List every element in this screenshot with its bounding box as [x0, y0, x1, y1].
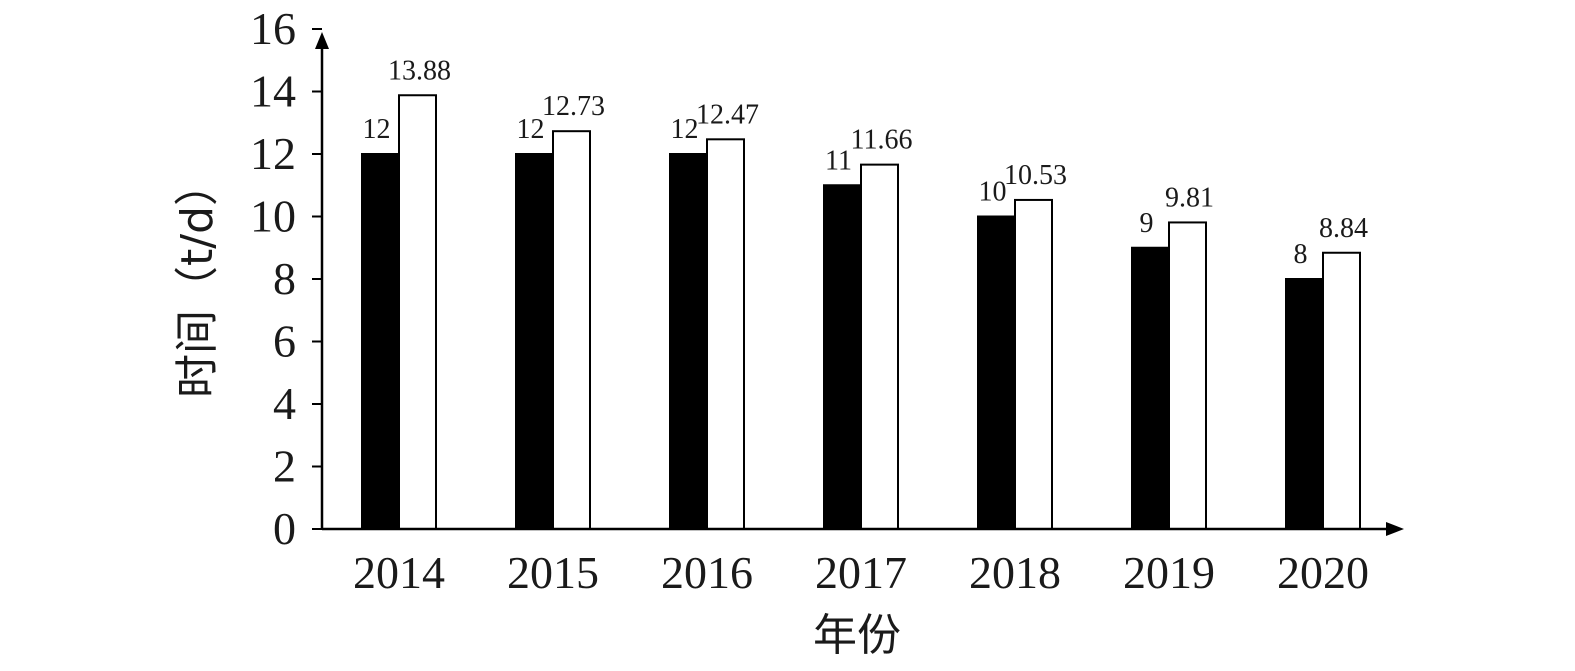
- y-tick-label-8: 8: [273, 253, 296, 304]
- data-label-2018-s2: 10.53: [1004, 160, 1067, 191]
- data-label-2020-s1: 8: [1294, 239, 1308, 270]
- x-tick-label-2014: 2014: [353, 547, 445, 598]
- y-tick-label-14: 14: [250, 66, 296, 117]
- bar-2018-s1: [977, 215, 1016, 530]
- bar-2016-s1: [669, 153, 708, 530]
- bar-2015-s2: [552, 130, 591, 530]
- data-label-2018-s1: 10: [979, 177, 1007, 208]
- y-axis-arrow: [315, 32, 329, 49]
- x-axis-title: 年份: [813, 610, 901, 661]
- bar-2017-s2: [860, 163, 899, 530]
- x-tick-label-2018: 2018: [969, 547, 1061, 598]
- data-label-2017-s1: 11: [825, 145, 852, 176]
- bar-2017-s1: [823, 184, 862, 530]
- x-tick-label-2019: 2019: [1123, 547, 1215, 598]
- data-label-2015-s1: 12: [517, 114, 545, 145]
- y-tick-label-10: 10: [250, 191, 296, 242]
- data-label-2019-s1: 9: [1140, 208, 1154, 239]
- y-tick-label-2: 2: [273, 441, 296, 492]
- bar-2014-s1: [361, 153, 400, 530]
- x-axis-arrow: [1386, 522, 1404, 536]
- data-labels-layer: 1213.881212.731212.471111.661010.5399.81…: [363, 55, 1369, 270]
- x-tick-label-2016: 2016: [661, 547, 753, 598]
- y-tick-label-16: 16: [250, 3, 296, 54]
- data-label-2016-s2: 12.47: [696, 99, 759, 130]
- y-tick-label-6: 6: [273, 316, 296, 367]
- bar-2018-s2: [1014, 198, 1053, 530]
- x-tick-label-2015: 2015: [507, 547, 599, 598]
- bar-2020-s2: [1322, 251, 1361, 530]
- bar-2016-s2: [706, 138, 745, 530]
- data-label-2014-s1: 12: [363, 114, 391, 145]
- data-label-2016-s1: 12: [671, 114, 699, 145]
- bar-2019-s1: [1131, 246, 1170, 530]
- y-tick-label-0: 0: [273, 503, 296, 554]
- x-tick-label-2017: 2017: [815, 547, 907, 598]
- y-tick-label-4: 4: [273, 378, 296, 429]
- data-label-2014-s2: 13.88: [388, 55, 451, 86]
- y-tick-label-12: 12: [250, 128, 296, 179]
- bar-2020-s1: [1285, 278, 1324, 530]
- x-tick-label-2020: 2020: [1277, 547, 1369, 598]
- data-label-2015-s2: 12.73: [542, 91, 605, 122]
- ticks-layer: 2014 2015 2016 2017 2018 2019 2020 0 2 4 6 8 10 12 14 1…: [250, 3, 1369, 598]
- bar-2019-s2: [1168, 221, 1207, 530]
- data-label-2019-s2: 9.81: [1165, 182, 1214, 213]
- bars-layer: [361, 94, 1361, 530]
- y-axis-title: 时间（t/d）: [172, 162, 223, 398]
- bar-2014-s2: [398, 94, 437, 530]
- bar-2015-s1: [515, 153, 554, 530]
- axes-layer: [315, 32, 1404, 536]
- data-label-2020-s2: 8.84: [1319, 213, 1368, 244]
- data-label-2017-s2: 11.66: [851, 125, 913, 156]
